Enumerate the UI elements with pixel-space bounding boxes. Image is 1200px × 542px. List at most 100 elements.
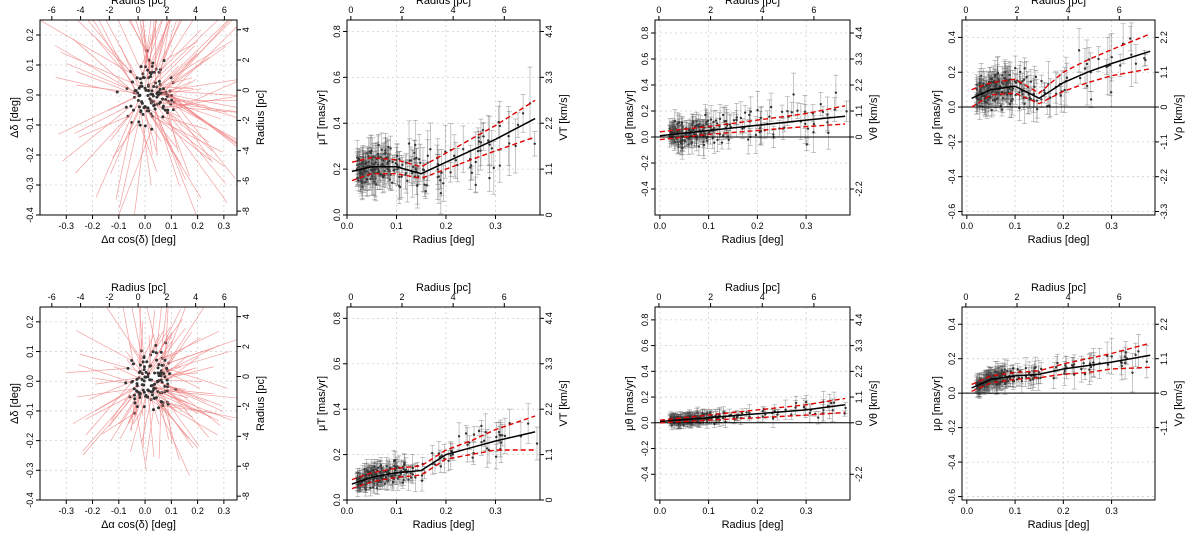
pm-vector (150, 65, 179, 95)
data-point (1144, 58, 1147, 62)
pm-vector (120, 45, 140, 89)
y-tick-label: 0.8 (640, 27, 650, 40)
data-point (361, 181, 364, 184)
data-point (1130, 53, 1133, 56)
data-point (1001, 90, 1004, 94)
x-tick-label: 0.1 (390, 221, 403, 231)
data-point (369, 151, 372, 155)
upper-confidence-line (971, 33, 1151, 94)
pm-vector (149, 333, 172, 367)
pm-vector (154, 104, 158, 156)
pm-vector (148, 308, 182, 374)
data-point (713, 141, 716, 144)
star-point (145, 360, 149, 364)
data-point (1048, 104, 1051, 107)
data-point (429, 148, 432, 151)
pm-vector (158, 401, 162, 459)
star-point (138, 77, 142, 81)
star-point (152, 104, 156, 108)
x-tick-label: 0.3 (1105, 221, 1118, 231)
data-point (768, 115, 771, 118)
data-point (490, 147, 494, 150)
x-tick-label: 0.3 (218, 221, 231, 231)
data-point (982, 82, 985, 85)
pm-vector (72, 385, 138, 425)
star-point (155, 358, 159, 362)
data-point (361, 172, 364, 176)
pm-vector (107, 95, 140, 111)
pm-vector (171, 100, 237, 144)
data-point (743, 111, 747, 114)
data-point (457, 435, 461, 438)
x2-tick-label: -6 (48, 292, 56, 302)
data-point (982, 94, 985, 98)
y2-tick-label: -2.2 (1159, 169, 1169, 185)
data-point (503, 434, 507, 438)
data-point (404, 468, 408, 472)
pm-vector (55, 76, 118, 93)
data-point (993, 74, 997, 77)
y-tick-label: 0.6 (332, 358, 342, 371)
pm-vector (95, 377, 139, 385)
star-point (138, 93, 142, 97)
data-point (501, 434, 504, 437)
pm-vector (151, 385, 180, 394)
star-point (146, 68, 150, 72)
data-point (420, 479, 424, 482)
star-point (165, 366, 169, 370)
star-point (126, 366, 130, 370)
pm-vector (131, 307, 145, 370)
star-point (124, 381, 128, 385)
star-point (146, 375, 150, 379)
data-point (498, 124, 502, 128)
data-point (484, 430, 487, 434)
star-point (138, 363, 142, 367)
data-point (1059, 94, 1062, 97)
star-point (170, 98, 174, 102)
data-point (404, 171, 408, 175)
data-point (979, 90, 983, 93)
pm-vector (155, 307, 162, 353)
pm-vector (154, 398, 218, 436)
pm-vector (164, 109, 190, 177)
pm-vector (147, 310, 156, 375)
star-point (148, 71, 152, 75)
star-point (152, 396, 156, 400)
y-tick-label: -0.2 (25, 433, 35, 449)
star-point (156, 366, 160, 370)
pm-vector (72, 38, 135, 94)
data-point (715, 122, 719, 125)
x-tick-label: 0.2 (1057, 221, 1070, 231)
star-point (132, 108, 136, 112)
pm-vector (160, 307, 168, 353)
pm-vector (172, 20, 230, 84)
y-tick-label: -0.3 (25, 177, 35, 193)
data-point (819, 102, 822, 106)
data-point (439, 192, 443, 195)
data-point (396, 167, 399, 171)
pm-vector (139, 125, 158, 173)
data-point (1035, 107, 1039, 111)
pm-vector (84, 391, 139, 420)
data-point (411, 466, 415, 470)
x2-axis-label: Radius [pc] (725, 0, 780, 7)
data-point (482, 439, 486, 443)
pm-vector (153, 397, 198, 448)
data-point (1008, 102, 1012, 106)
x-tick-label: 0.3 (218, 506, 231, 516)
star-point (133, 401, 137, 405)
data-point (392, 459, 396, 463)
y-tick-label: -0.1 (25, 117, 35, 133)
data-point (993, 99, 997, 102)
data-point (756, 108, 759, 112)
pm-vector (142, 20, 151, 73)
data-point (769, 105, 773, 109)
y-tick-label: 0.1 (25, 345, 35, 358)
data-point (1042, 88, 1046, 92)
data-point (356, 477, 359, 480)
y-tick-label: 0.1 (25, 59, 35, 72)
star-point (147, 89, 151, 93)
y2-tick-label: 2.2 (544, 403, 554, 416)
data-point (356, 176, 359, 180)
y2-tick-label: -6 (241, 177, 251, 185)
